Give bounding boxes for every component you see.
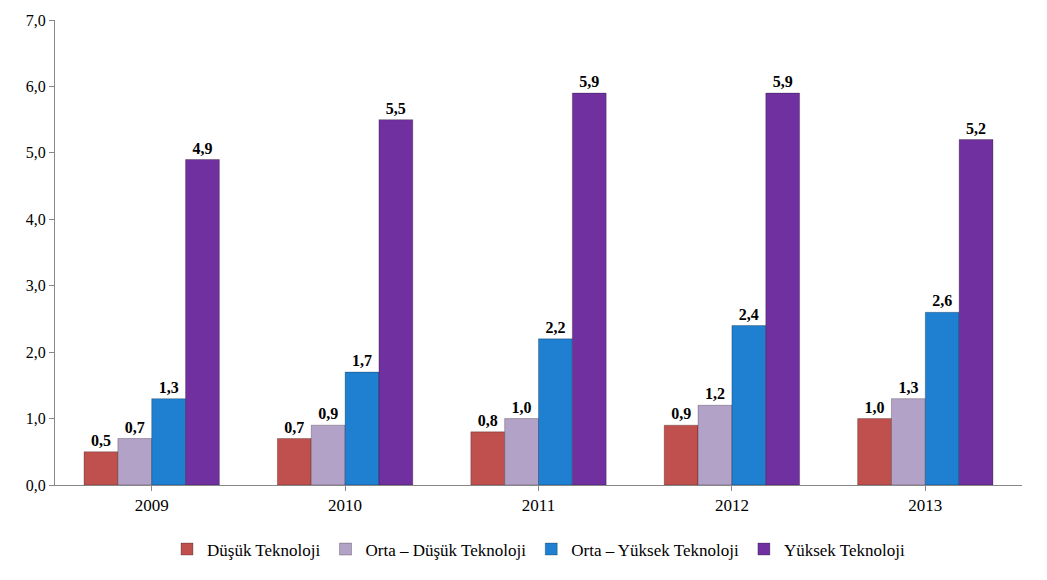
svg-text:2009: 2009 bbox=[135, 496, 169, 515]
svg-text:2,6: 2,6 bbox=[932, 292, 952, 309]
svg-text:2012: 2012 bbox=[715, 496, 749, 515]
svg-text:2,2: 2,2 bbox=[545, 319, 565, 336]
svg-text:3,0: 3,0 bbox=[26, 277, 46, 294]
svg-text:1,0: 1,0 bbox=[512, 399, 532, 416]
svg-text:0,5: 0,5 bbox=[91, 432, 111, 449]
svg-text:2011: 2011 bbox=[522, 496, 555, 515]
svg-text:5,9: 5,9 bbox=[773, 73, 793, 90]
svg-text:4,0: 4,0 bbox=[26, 211, 46, 228]
svg-text:2,0: 2,0 bbox=[26, 344, 46, 361]
svg-text:0,8: 0,8 bbox=[478, 412, 498, 429]
svg-text:0,7: 0,7 bbox=[125, 419, 145, 436]
svg-text:0,0: 0,0 bbox=[26, 477, 46, 494]
svg-text:7,0: 7,0 bbox=[26, 12, 46, 29]
svg-text:6,0: 6,0 bbox=[26, 78, 46, 95]
svg-text:2,4: 2,4 bbox=[739, 306, 759, 323]
svg-text:0,7: 0,7 bbox=[284, 419, 304, 436]
svg-text:1,0: 1,0 bbox=[26, 410, 46, 427]
svg-text:1,7: 1,7 bbox=[352, 352, 372, 369]
svg-text:1,2: 1,2 bbox=[705, 385, 725, 402]
svg-text:2010: 2010 bbox=[328, 496, 362, 515]
svg-text:1,0: 1,0 bbox=[865, 399, 885, 416]
svg-text:2013: 2013 bbox=[908, 496, 942, 515]
svg-text:5,9: 5,9 bbox=[579, 73, 599, 90]
svg-text:5,5: 5,5 bbox=[386, 100, 406, 117]
svg-text:1,3: 1,3 bbox=[898, 379, 918, 396]
svg-text:Orta – Düşük Teknoloji: Orta – Düşük Teknoloji bbox=[366, 541, 527, 560]
svg-text:Orta – Yüksek Teknoloji: Orta – Yüksek Teknoloji bbox=[571, 541, 739, 560]
svg-text:0,9: 0,9 bbox=[318, 405, 338, 422]
svg-text:5,0: 5,0 bbox=[26, 144, 46, 161]
svg-text:Düşük Teknoloji: Düşük Teknoloji bbox=[207, 541, 321, 560]
svg-text:5,2: 5,2 bbox=[966, 120, 986, 137]
svg-text:4,9: 4,9 bbox=[192, 140, 212, 157]
svg-text:Yüksek Teknoloji: Yüksek Teknoloji bbox=[784, 541, 905, 560]
svg-text:0,9: 0,9 bbox=[671, 405, 691, 422]
svg-text:1,3: 1,3 bbox=[159, 379, 179, 396]
